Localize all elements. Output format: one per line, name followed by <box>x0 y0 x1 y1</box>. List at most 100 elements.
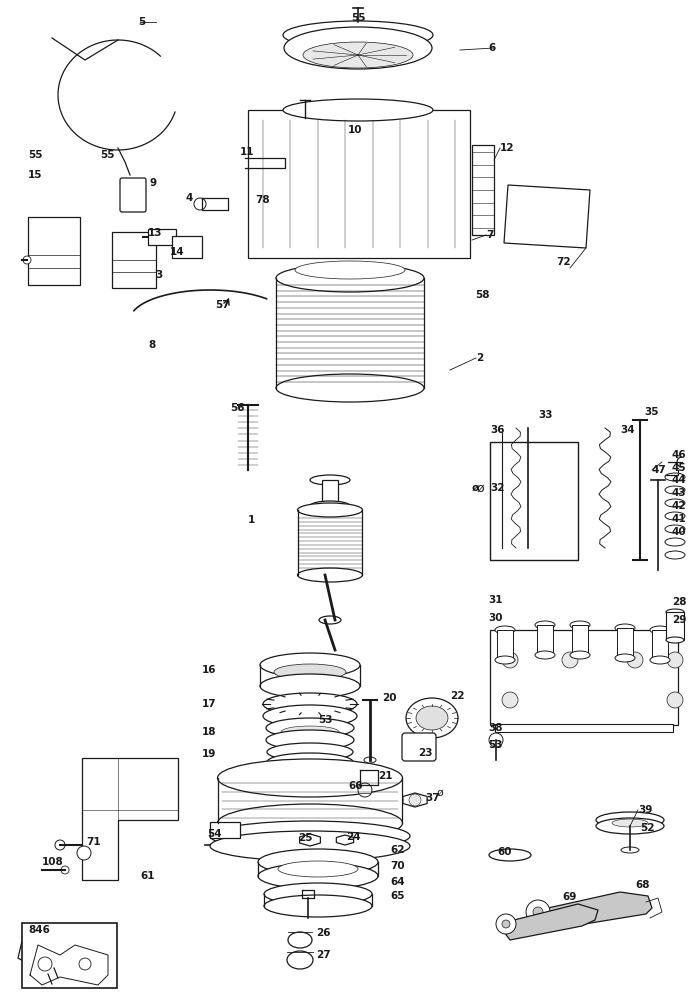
Text: 72: 72 <box>556 257 570 267</box>
Ellipse shape <box>283 21 433 49</box>
Text: 6: 6 <box>488 43 496 53</box>
Text: 70: 70 <box>390 861 405 871</box>
Ellipse shape <box>303 42 413 68</box>
Text: 36: 36 <box>490 425 505 435</box>
Text: 8: 8 <box>148 340 155 350</box>
Text: 16: 16 <box>202 665 216 675</box>
Bar <box>472 145 494 235</box>
Text: 19: 19 <box>202 749 216 759</box>
Circle shape <box>38 957 52 971</box>
Text: 52: 52 <box>640 823 655 833</box>
Polygon shape <box>18 941 58 974</box>
Ellipse shape <box>665 512 685 520</box>
Ellipse shape <box>274 664 346 680</box>
Polygon shape <box>530 892 652 928</box>
Text: 46: 46 <box>672 450 687 460</box>
Ellipse shape <box>267 753 353 771</box>
Circle shape <box>61 866 69 874</box>
Ellipse shape <box>218 804 402 842</box>
FancyBboxPatch shape <box>120 178 146 212</box>
Circle shape <box>562 652 578 668</box>
Text: 20: 20 <box>382 693 396 703</box>
Ellipse shape <box>260 674 360 698</box>
Text: 41: 41 <box>672 514 687 524</box>
Text: 1: 1 <box>248 515 256 525</box>
Text: 30: 30 <box>488 613 503 623</box>
Ellipse shape <box>364 757 376 763</box>
Bar <box>322 480 338 506</box>
Ellipse shape <box>535 651 555 659</box>
Text: 62: 62 <box>390 845 405 855</box>
Ellipse shape <box>267 743 353 761</box>
Text: 57: 57 <box>215 300 230 310</box>
Text: 12: 12 <box>500 143 514 153</box>
Text: 55: 55 <box>100 150 115 160</box>
Bar <box>495 724 673 732</box>
Text: 43: 43 <box>672 488 687 498</box>
Bar <box>210 822 240 838</box>
Ellipse shape <box>306 132 354 144</box>
Text: 32: 32 <box>490 483 505 493</box>
Text: ø: ø <box>476 481 484 494</box>
Text: 15: 15 <box>28 170 43 180</box>
Bar <box>172 236 202 258</box>
Circle shape <box>667 692 683 708</box>
Text: 37: 37 <box>425 793 440 803</box>
Bar <box>148 229 176 245</box>
Polygon shape <box>498 904 598 940</box>
FancyBboxPatch shape <box>261 175 307 207</box>
Ellipse shape <box>276 374 424 402</box>
Ellipse shape <box>665 551 685 559</box>
Ellipse shape <box>278 861 358 877</box>
Circle shape <box>502 692 518 708</box>
Ellipse shape <box>535 621 555 629</box>
Text: 9: 9 <box>150 178 157 188</box>
Ellipse shape <box>295 261 405 279</box>
Ellipse shape <box>210 821 410 851</box>
Text: 4: 4 <box>185 193 193 203</box>
Bar <box>248 110 470 258</box>
Ellipse shape <box>666 637 684 643</box>
Ellipse shape <box>284 27 432 69</box>
Text: 2: 2 <box>476 353 483 363</box>
Text: 55: 55 <box>28 150 43 160</box>
Text: 13: 13 <box>148 228 162 238</box>
Text: 42: 42 <box>672 501 687 511</box>
Text: 26: 26 <box>316 928 330 938</box>
Ellipse shape <box>665 525 685 533</box>
Ellipse shape <box>258 863 378 889</box>
Ellipse shape <box>298 568 363 582</box>
Ellipse shape <box>298 503 363 517</box>
Ellipse shape <box>210 831 410 861</box>
Text: 40: 40 <box>672 527 687 537</box>
Ellipse shape <box>570 651 590 659</box>
Ellipse shape <box>281 726 339 738</box>
Text: 11: 11 <box>240 147 255 157</box>
Bar <box>537 625 553 655</box>
Text: 29: 29 <box>672 615 687 625</box>
Circle shape <box>409 794 421 806</box>
Text: 18: 18 <box>202 727 216 737</box>
Ellipse shape <box>287 951 313 969</box>
Text: 108: 108 <box>42 857 64 867</box>
Text: 61: 61 <box>140 871 155 881</box>
Circle shape <box>77 846 91 860</box>
Bar <box>490 630 678 725</box>
Text: 35: 35 <box>644 407 659 417</box>
Circle shape <box>79 958 91 970</box>
Text: 28: 28 <box>672 597 687 607</box>
Ellipse shape <box>310 501 350 511</box>
Ellipse shape <box>310 475 350 485</box>
Text: 846: 846 <box>28 925 50 935</box>
Text: 64: 64 <box>390 877 405 887</box>
Text: 14: 14 <box>170 247 185 257</box>
Circle shape <box>23 256 31 264</box>
Ellipse shape <box>615 654 635 662</box>
Text: 10: 10 <box>348 125 363 135</box>
Ellipse shape <box>665 473 685 481</box>
Text: 39: 39 <box>638 805 652 815</box>
Text: 69: 69 <box>562 892 576 902</box>
Text: 5: 5 <box>138 17 146 27</box>
Ellipse shape <box>283 99 433 121</box>
Text: 24: 24 <box>346 832 360 842</box>
